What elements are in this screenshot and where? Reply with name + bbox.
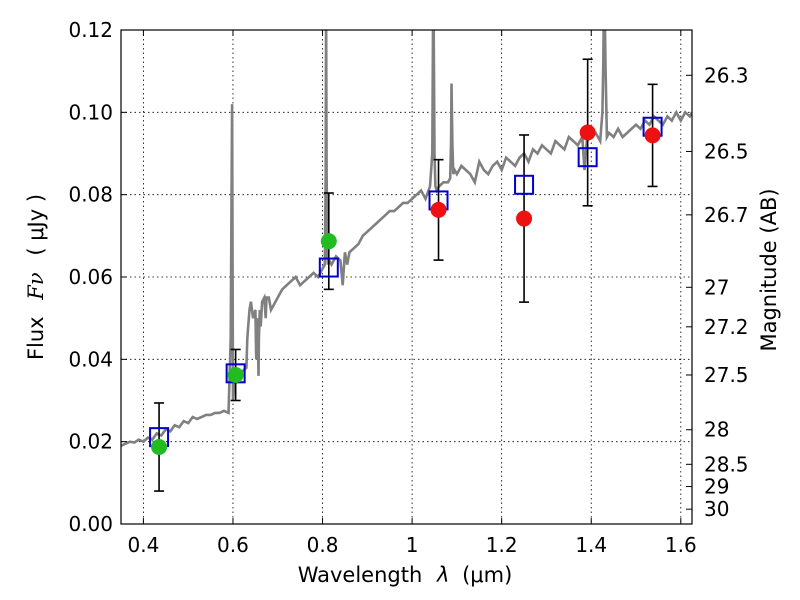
y-axis-label: Flux [24, 316, 48, 360]
right-tick-label: 28.5 [704, 452, 749, 476]
model-photometry-point [318, 257, 339, 278]
observed-nir-point [644, 127, 661, 144]
right-tick-label: 27.2 [704, 315, 749, 339]
y-tick-label: 0.08 [68, 183, 113, 207]
model-photometry-squares [149, 116, 663, 448]
right-tick-label: 30 [704, 497, 729, 521]
right-tick-label: 28 [704, 418, 729, 442]
right-tick-label: 26.3 [704, 63, 749, 87]
x-tick-label: 0.8 [307, 533, 339, 557]
right-tick-label: 29 [704, 475, 729, 499]
y-axis-title: Flux Fν ( μJy ) [24, 194, 48, 360]
x-tick-label: 1.6 [665, 533, 697, 557]
model-photometry-point [577, 147, 598, 168]
x-axis-label: Wavelength [298, 563, 423, 587]
y-tick-label: 0.10 [68, 100, 113, 124]
axis-ticks: 0.4 0.6 0.8 1 1.2 1.4 1.6 0.00 0.02 0.04 0.06 0.08 0… [68, 18, 748, 557]
x-axis-symbol: λ [436, 563, 449, 587]
y-tick-label: 0.06 [68, 265, 113, 289]
observed-nir-point [516, 210, 533, 227]
right-tick-label: 26.7 [704, 203, 749, 227]
observed-optical-point [151, 439, 168, 456]
x-tick-label: 1.2 [486, 533, 518, 557]
y-tick-label: 0.04 [68, 347, 113, 371]
y-right-axis-title: Magnitude (AB) [757, 188, 781, 351]
observed-optical-point [227, 366, 244, 383]
observed-optical-point [320, 233, 337, 250]
model-photometry-point [514, 174, 535, 195]
right-tick-label: 27.5 [704, 363, 749, 387]
x-tick-label: 1 [406, 533, 419, 557]
error-bars [154, 58, 658, 492]
observed-nir-point [579, 124, 596, 141]
y-axis-symbol: Fν [24, 272, 48, 301]
x-tick-label: 0.6 [217, 533, 249, 557]
observed-nir-point [430, 201, 447, 218]
y-tick-label: 0.02 [68, 430, 113, 454]
observed-points [151, 124, 661, 456]
model-spectrum [121, 30, 692, 447]
y-tick-label: 0.12 [68, 18, 113, 42]
right-tick-label: 27 [704, 275, 729, 299]
x-axis-title: Wavelength λ (μm) [298, 563, 513, 587]
x-tick-label: 0.4 [127, 533, 159, 557]
x-axis-unit: (μm) [462, 563, 512, 587]
y-axis-unit: ( μJy ) [24, 194, 48, 256]
x-tick-label: 1.4 [575, 533, 607, 557]
right-tick-label: 26.5 [704, 139, 749, 163]
spectrum-line [121, 30, 692, 447]
y-tick-label: 0.00 [68, 512, 113, 536]
